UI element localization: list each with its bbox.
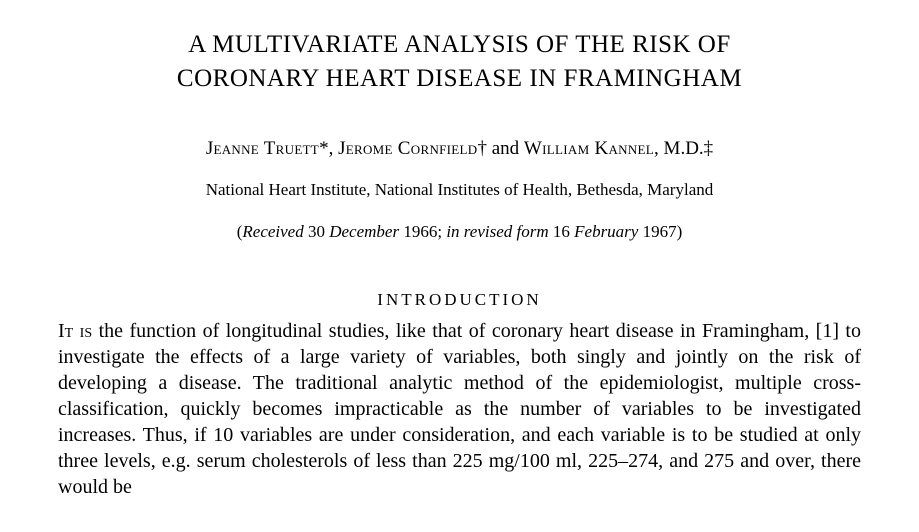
received-month: December xyxy=(329,222,399,241)
revised-date: 16 xyxy=(549,222,575,241)
dates-close: ) xyxy=(677,222,683,241)
revised-month: February xyxy=(574,222,638,241)
author-sep-2: and xyxy=(487,138,524,159)
paper-title: A MULTIVARIATE ANALYSIS OF THE RISK OF C… xyxy=(58,28,861,96)
revised-year: 1967 xyxy=(638,222,676,241)
author-1-name: Jeanne Truett xyxy=(206,138,319,159)
revised-label: in revised form xyxy=(446,222,548,241)
section-heading: INTRODUCTION xyxy=(58,290,861,310)
author-2-mark: † xyxy=(477,138,487,159)
received-date: 30 xyxy=(304,222,330,241)
body-lead: It is xyxy=(58,320,92,342)
author-3-name: William Kannel xyxy=(524,138,654,159)
body-text: the function of longitudinal studies, li… xyxy=(58,320,861,498)
dates-line: (Received 30 December 1966; in revised f… xyxy=(58,222,861,242)
title-line-1: A MULTIVARIATE ANALYSIS OF THE RISK OF xyxy=(188,31,731,58)
authors-line: Jeanne Truett*, Jerome Cornfield† and Wi… xyxy=(58,138,861,160)
author-1-mark: * xyxy=(319,138,329,159)
received-year: 1966; xyxy=(399,222,446,241)
received-label: Received xyxy=(242,222,303,241)
author-3-suffix: , M.D. xyxy=(654,138,704,159)
affiliation: National Heart Institute, National Insti… xyxy=(58,180,861,200)
title-line-2: CORONARY HEART DISEASE IN FRAMINGHAM xyxy=(177,65,742,92)
body-paragraph: It is the function of longitudinal studi… xyxy=(58,318,861,500)
author-3-mark: ‡ xyxy=(704,138,714,159)
author-sep-1: , xyxy=(329,138,339,159)
author-2-name: Jerome Cornfield xyxy=(338,138,477,159)
